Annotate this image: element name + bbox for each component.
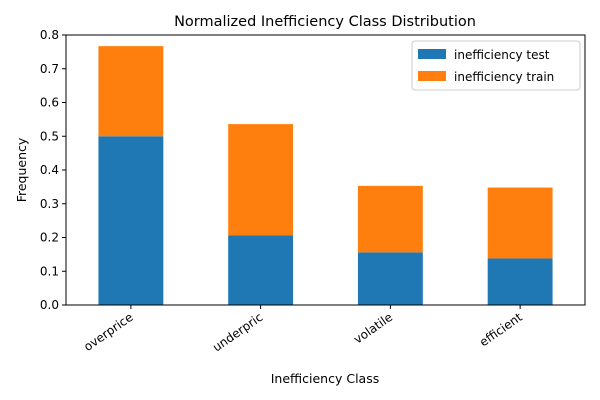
y-axis-label: Frequency [14,137,29,202]
x-tick-label: efficient [477,310,525,350]
legend-label: inefficiency test [454,48,550,62]
bar-inefficiency-train-efficient [487,187,553,259]
bar-inefficiency-test-volatile [357,252,423,305]
bar-inefficiency-train-overprice [98,46,164,137]
x-tick-label: volatile [351,310,395,347]
x-tick-label: overprice [81,310,135,354]
legend-label: inefficiency train [454,70,554,84]
y-tick-label: 0.5 [40,129,59,143]
bar-inefficiency-train-volatile [357,185,423,253]
chart-title: Normalized Inefficiency Class Distributi… [174,14,476,30]
legend: inefficiency test inefficiency train [411,40,581,91]
bar-inefficiency-test-underpric [228,235,294,305]
y-tick-label: 0.3 [40,197,59,211]
legend-swatch [418,49,446,59]
x-axis-label: Inefficiency Class [271,371,379,386]
y-tick-label: 0.4 [40,163,59,177]
bar-inefficiency-test-overprice [98,136,164,305]
legend-box [411,40,581,91]
y-tick-label: 0.7 [40,62,59,76]
bar-inefficiency-test-efficient [487,258,553,305]
axes-frame [65,34,586,306]
y-tick-label: 0.1 [40,264,59,278]
y-tick-label: 0.8 [40,28,59,42]
x-tick-label: underpric [210,310,265,355]
y-tick-label: 0.2 [40,231,59,245]
y-tick-label: 0.6 [40,96,59,110]
bar-inefficiency-train-underpric [228,124,294,236]
legend-swatch [418,71,446,81]
y-tick-label: 0.0 [40,298,59,312]
